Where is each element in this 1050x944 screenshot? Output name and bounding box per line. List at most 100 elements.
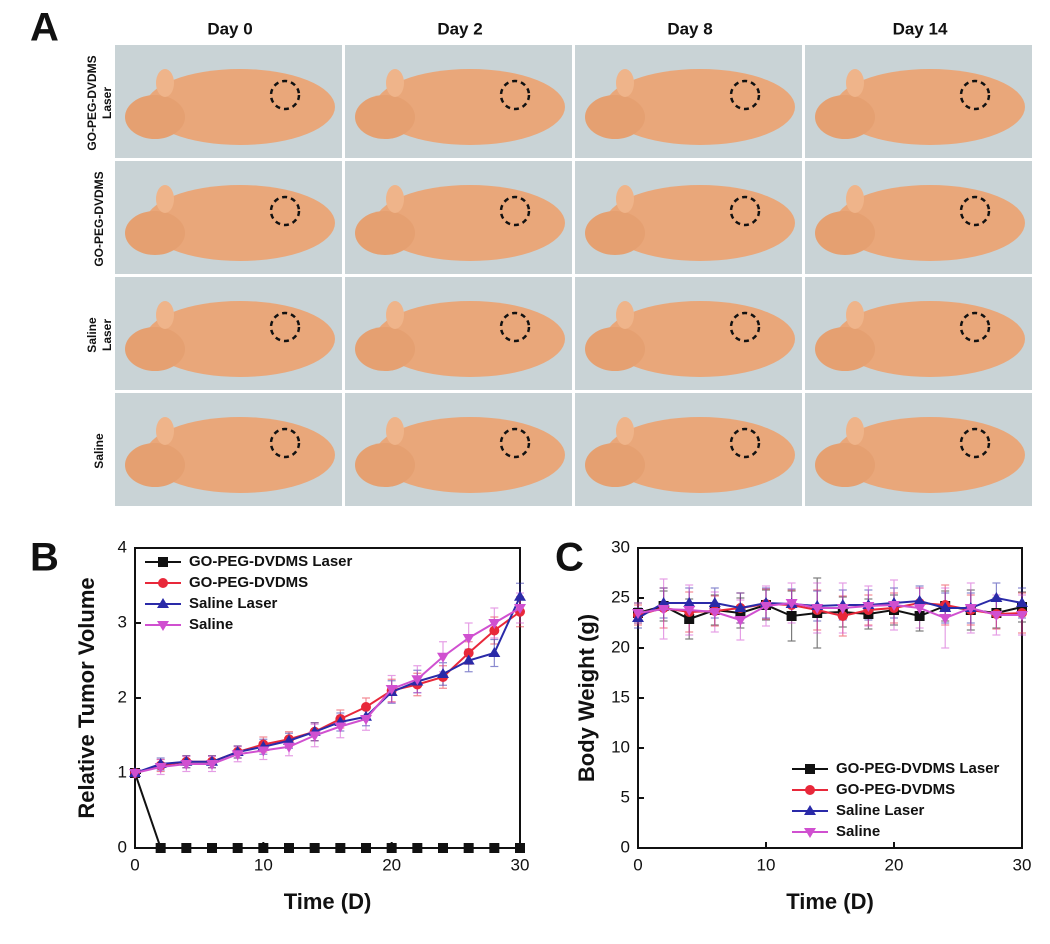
marker [964, 604, 977, 614]
marker [181, 843, 192, 853]
marker [1016, 611, 1028, 621]
marker [489, 843, 500, 853]
row-label: Saline [92, 433, 106, 469]
mouse-body [375, 185, 565, 261]
tumor-marker [499, 79, 531, 111]
marker [283, 734, 295, 745]
mouse-ear [156, 417, 174, 445]
mouse-ear [616, 417, 634, 445]
mouse-head [355, 327, 415, 371]
marker [657, 605, 670, 615]
marker [913, 595, 926, 605]
marker [489, 625, 500, 636]
tumor-marker [959, 195, 991, 227]
mouse-head [815, 211, 875, 255]
x-tick-label: 0 [633, 855, 642, 874]
marker [1016, 597, 1028, 607]
mouse-ear [846, 417, 864, 445]
tumor-marker [499, 195, 531, 227]
legend-label: Saline Laser [189, 595, 278, 612]
marker [990, 611, 1003, 621]
mouse-ear [846, 69, 864, 97]
mouse-body [375, 417, 565, 493]
series-line [134, 772, 520, 849]
mouse-ear [386, 69, 404, 97]
series-line [637, 601, 1022, 622]
tumor-marker [959, 79, 991, 111]
column-label: Day 14 [893, 19, 948, 38]
marker [708, 608, 721, 618]
y-tick-label: 2 [118, 687, 127, 706]
marker [811, 604, 824, 614]
mouse-head [125, 327, 185, 371]
mouse-ear [846, 185, 864, 213]
legend-label: Saline [836, 823, 880, 840]
y-tick-label: 0 [118, 837, 127, 856]
y-tick-label: 15 [611, 687, 630, 706]
legend-marker [158, 578, 168, 588]
legend-label: Saline [189, 616, 233, 633]
x-tick-label: 10 [757, 855, 776, 874]
mouse-head [585, 443, 645, 487]
marker [514, 590, 526, 601]
marker [708, 597, 721, 607]
marker [361, 702, 371, 712]
marker [786, 611, 797, 621]
mouse-body [605, 417, 795, 493]
panel-label: C [555, 536, 584, 580]
marker [258, 843, 269, 853]
marker [488, 619, 501, 629]
mouse-body [835, 185, 1025, 261]
marker [283, 742, 295, 753]
mouse-ear [616, 69, 634, 97]
mouse-body [145, 301, 335, 377]
plot-frame [637, 547, 1023, 849]
y-tick-label: 0 [621, 837, 630, 856]
y-tick-label: 30 [611, 537, 630, 556]
row-label: GO-PEG-DVDMS [92, 171, 106, 266]
marker [462, 634, 475, 644]
column-label: Day 8 [667, 19, 712, 38]
marker [308, 731, 321, 742]
tumor-marker [729, 311, 761, 343]
marker [488, 647, 501, 657]
mouse-ear [156, 69, 174, 97]
mouse-body [375, 69, 565, 145]
plot-frame [134, 547, 521, 849]
tumor-marker [729, 79, 761, 111]
row-label: GO-PEG-DVDMS [85, 55, 99, 150]
marker [411, 675, 424, 686]
mouse-ear [846, 301, 864, 329]
marker [232, 843, 243, 853]
marker [939, 602, 952, 612]
marker [734, 616, 747, 626]
legend-marker [158, 557, 168, 567]
mouse-head [125, 443, 185, 487]
marker [913, 604, 926, 614]
legend-marker [804, 805, 816, 815]
marker [437, 652, 449, 663]
marker [514, 604, 526, 614]
y-tick-label: 20 [611, 637, 630, 656]
marker [734, 602, 747, 612]
column-label: Day 0 [207, 19, 252, 38]
mouse-ear [386, 185, 404, 213]
legend-label: Saline Laser [836, 802, 925, 819]
mouse-body [835, 69, 1025, 145]
mouse-head [355, 95, 415, 139]
legend-label: GO-PEG-DVDMS [836, 781, 955, 798]
legend-marker [157, 621, 169, 631]
marker [760, 602, 772, 612]
y-axis-label: Relative Tumor Volume [74, 577, 99, 818]
tumor-marker [499, 311, 531, 343]
tumor-marker [729, 195, 761, 227]
x-axis-label: Time (D) [284, 889, 372, 914]
series-line [134, 607, 521, 774]
y-axis-label: Body Weight (g) [574, 614, 599, 782]
y-tick-label: 5 [621, 787, 630, 806]
y-tick-label: 3 [118, 612, 127, 631]
mouse-body [605, 69, 795, 145]
marker [207, 843, 217, 853]
mouse-head [125, 211, 185, 255]
mouse-ear [156, 301, 174, 329]
